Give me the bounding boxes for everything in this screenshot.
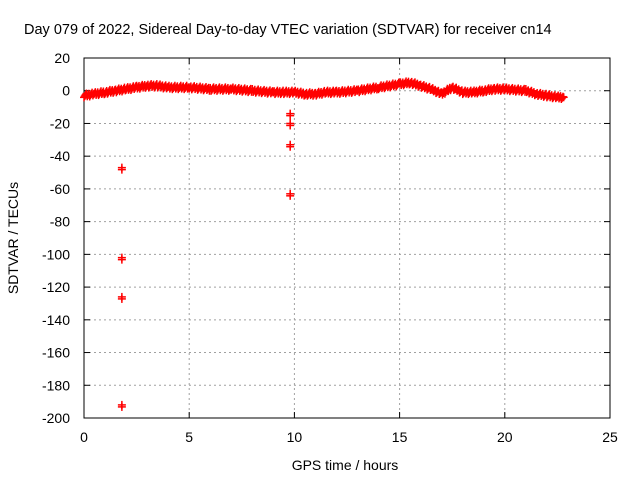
x-tick-labels: 0 5 10 15 20 25 <box>80 429 618 445</box>
y-tick-label: -60 <box>50 181 70 197</box>
x-tick-label: 0 <box>80 429 88 445</box>
chart-title: Day 079 of 2022, Sidereal Day-to-day VTE… <box>24 22 552 38</box>
y-tick-label: -40 <box>50 148 70 164</box>
outlier-point <box>117 165 126 174</box>
outlier-point <box>286 191 295 200</box>
y-tick-label: -80 <box>50 214 70 230</box>
outlier-point <box>117 402 126 411</box>
data-point <box>559 93 568 102</box>
outlier-point <box>117 294 126 303</box>
outlier-point <box>286 111 295 120</box>
x-tick-label: 5 <box>185 429 193 445</box>
data-points <box>80 77 568 411</box>
y-tick-label: -180 <box>42 377 70 393</box>
x-axis-label: GPS time / hours <box>292 457 399 473</box>
y-tick-label: 20 <box>54 50 70 66</box>
y-tick-label: -200 <box>42 410 70 426</box>
y-tick-label: -100 <box>42 246 70 262</box>
x-tick-label: 10 <box>287 429 303 445</box>
x-tick-label: 15 <box>392 429 408 445</box>
outlier-point <box>286 142 295 151</box>
y-tick-label: 0 <box>62 83 70 99</box>
outlier-point <box>117 255 126 264</box>
x-tick-label: 25 <box>602 429 618 445</box>
x-tick-label: 20 <box>497 429 513 445</box>
grid-lines <box>84 58 610 418</box>
y-tick-label: -120 <box>42 279 70 295</box>
y-tick-label: -160 <box>42 345 70 361</box>
outlier-point <box>286 121 295 130</box>
y-axis-label: SDTVAR / TECUs <box>5 182 21 294</box>
tick-marks <box>83 57 611 419</box>
y-tick-label: -140 <box>42 312 70 328</box>
plot-frame <box>83 57 611 419</box>
y-tick-label: -20 <box>50 115 70 131</box>
